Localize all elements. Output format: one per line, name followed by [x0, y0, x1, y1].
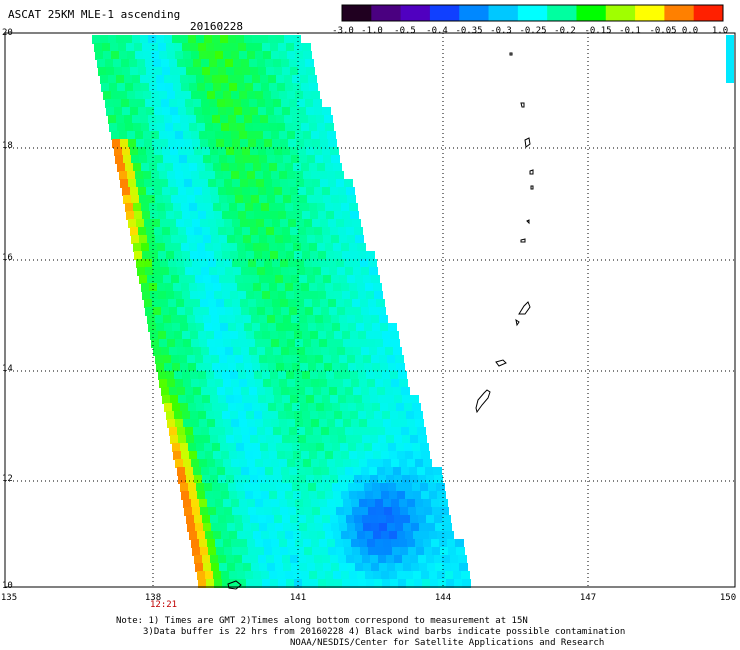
note-line-2: 3)Data buffer is 22 hrs from 20160228 4)…	[143, 627, 626, 637]
color-scale-segment	[459, 5, 490, 21]
color-scale-segment	[605, 5, 636, 21]
lat-label-12: 12	[2, 474, 13, 484]
color-scale-label: -0.15	[584, 26, 612, 36]
color-scale-label: -0.1	[619, 26, 641, 36]
color-scale-label: -0.5	[394, 26, 416, 36]
island-asuncion	[529, 169, 534, 175]
island-north-1	[520, 102, 525, 108]
rota-outline	[495, 359, 507, 367]
lat-label-20: 20	[2, 28, 13, 38]
color-scale-segment	[342, 5, 372, 21]
map-frame	[4, 32, 736, 588]
color-scale-label: -0.4	[426, 26, 448, 36]
color-scale-label: -0.25	[519, 26, 547, 36]
agrihan-outline	[524, 137, 531, 148]
saipan-outline	[518, 301, 531, 315]
data-swath	[92, 35, 734, 588]
color-scale-label: -0.35	[455, 26, 483, 36]
lon-label-138: 138	[144, 593, 162, 603]
color-scale-segment	[488, 5, 519, 21]
lat-lon-grid	[5, 33, 735, 587]
color-scale-label: -0.05	[649, 26, 677, 36]
island-north-2	[509, 52, 513, 56]
color-scale-label: 1.0	[711, 26, 729, 36]
lon-label-147: 147	[579, 593, 597, 603]
color-scale-segment	[547, 5, 577, 21]
tinian-outline	[515, 318, 520, 327]
anatahan-outline	[526, 219, 530, 225]
color-scale-segment	[517, 5, 548, 21]
color-scale-segment	[429, 5, 460, 21]
island-mid	[530, 185, 534, 190]
pagan-outline	[520, 238, 526, 243]
color-scale-label: -3.0	[332, 26, 354, 36]
color-scale-segment	[693, 5, 724, 21]
color-scale-segment	[635, 5, 665, 21]
color-scale-segment	[576, 5, 607, 21]
color-scale-bar	[342, 5, 724, 21]
lat-label-16: 16	[2, 253, 13, 263]
color-scale-frame	[341, 4, 724, 22]
pass-time-label: 12:21	[150, 600, 178, 610]
lat-label-14: 14	[2, 364, 13, 374]
lon-label-150: 150	[719, 593, 737, 603]
adjacent-swath-edge	[726, 35, 734, 83]
lon-label-144: 144	[434, 593, 452, 603]
lon-label-135: 135	[0, 593, 18, 603]
color-scale-segment	[400, 5, 431, 21]
product-title: ASCAT 25KM MLE-1 ascending	[8, 8, 181, 21]
note-line-3: NOAA/NESDIS/Center for Satellite Applica…	[290, 638, 605, 648]
color-scale-label: -1.0	[361, 26, 383, 36]
note-line-1: Note: 1) Times are GMT 2)Times along bot…	[116, 616, 528, 626]
guam-outline	[475, 389, 491, 414]
lon-label-141: 141	[289, 593, 307, 603]
color-scale-label: 0.0	[681, 26, 699, 36]
product-date: 20160228	[190, 20, 243, 33]
lat-label-18: 18	[2, 141, 13, 151]
lat-label-10: 10	[2, 581, 13, 591]
color-scale-label: -0.2	[554, 26, 576, 36]
color-scale-segment	[664, 5, 695, 21]
color-scale-segment	[371, 5, 402, 21]
color-scale-label: -0.3	[490, 26, 512, 36]
